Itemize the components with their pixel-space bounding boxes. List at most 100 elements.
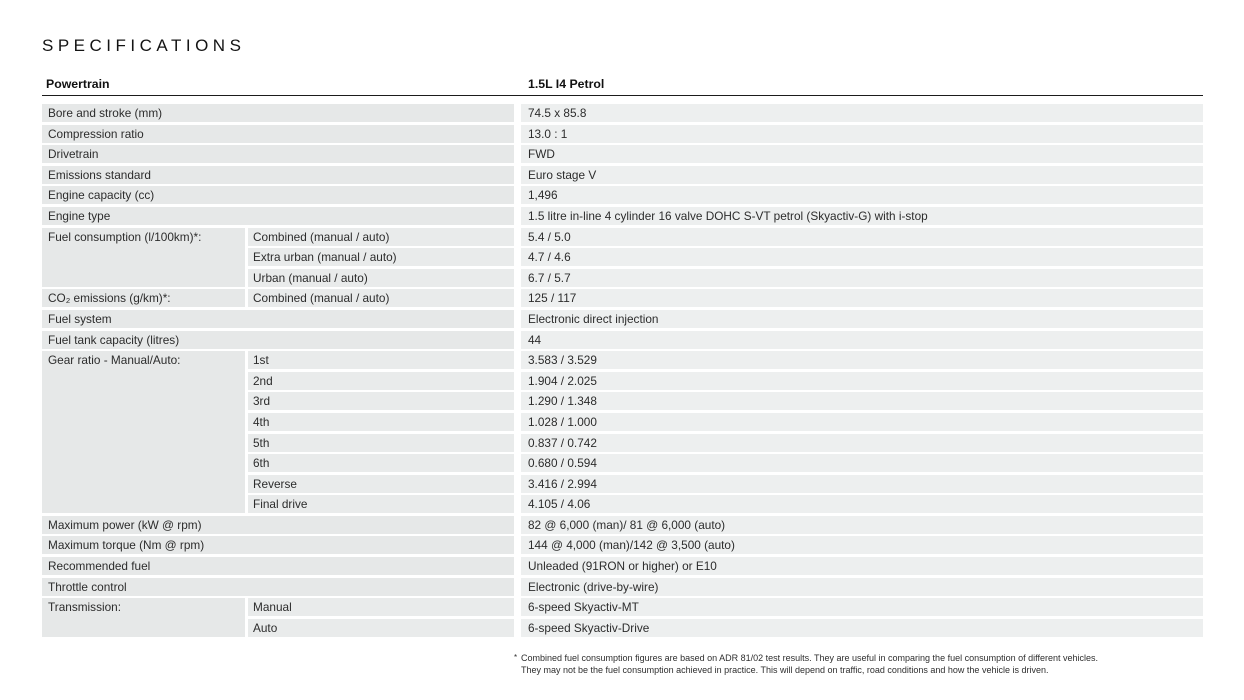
- page-title: SPECIFICATIONS: [42, 36, 246, 55]
- spec-row: Final drive 4.105 / 4.06: [42, 495, 1203, 514]
- spec-row: Urban (manual / auto) 6.7 / 5.7: [42, 268, 1203, 287]
- spec-label-cell: [42, 392, 245, 413]
- spec-sublabel-cell: Reverse: [248, 474, 514, 493]
- spec-label-cell: Engine type: [42, 206, 514, 225]
- spec-value-cell: 6.7 / 5.7: [521, 268, 1203, 287]
- spec-row: 3rd 1.290 / 1.348: [42, 392, 1203, 413]
- spec-sublabel-cell: 2nd: [248, 371, 514, 390]
- spec-row: Throttle control Electronic (drive-by-wir…: [42, 577, 1203, 596]
- spec-sublabel-cell: Auto: [248, 618, 514, 637]
- spec-value-cell: 6-speed Skyactiv-MT: [521, 598, 1203, 617]
- spec-row: 2nd 1.904 / 2.025: [42, 371, 1203, 393]
- spec-label-cell: Fuel tank capacity (litres): [42, 330, 514, 349]
- spec-value-cell: 1.028 / 1.000: [521, 412, 1203, 431]
- spec-row: CO₂ emissions (g/km)*: Combined (manual /…: [42, 289, 1203, 308]
- spec-label-cell: [42, 474, 245, 496]
- spec-value-cell: 1.904 / 2.025: [521, 371, 1203, 390]
- spec-row: 4th 1.028 / 1.000: [42, 412, 1203, 434]
- spec-row: Drivetrain FWD: [42, 145, 1203, 164]
- spec-sublabel-cell: 5th: [248, 433, 514, 452]
- spec-label-cell: Recommended fuel: [42, 557, 514, 576]
- footnote-line-1: * Combined fuel consumption figures are b…: [514, 652, 1179, 665]
- spec-label-cell: [42, 371, 245, 393]
- spec-value-cell: 4.7 / 4.6: [521, 248, 1203, 267]
- spec-value-cell: 0.837 / 0.742: [521, 433, 1203, 452]
- spec-row: Bore and stroke (mm) 74.5 x 85.8: [42, 104, 1203, 122]
- spec-label-cell: Maximum power (kW @ rpm): [42, 515, 514, 534]
- spec-label-cell: Gear ratio - Manual/Auto:: [42, 351, 245, 372]
- footnote-line-2: They may not be the fuel consumption ach…: [521, 664, 1049, 675]
- spec-row: Compression ratio 13.0 : 1: [42, 124, 1203, 143]
- spec-label-cell: [42, 618, 245, 637]
- spec-value-cell: 13.0 : 1: [521, 124, 1203, 143]
- spec-sublabel-cell: Manual: [248, 598, 514, 617]
- spec-sublabel-cell: 3rd: [248, 392, 514, 411]
- spec-label-cell: Fuel system: [42, 309, 514, 328]
- spec-value-cell: 6-speed Skyactiv-Drive: [521, 618, 1203, 637]
- spec-label-cell: CO₂ emissions (g/km)*:: [42, 289, 245, 308]
- spec-label-cell: Engine capacity (cc): [42, 186, 514, 205]
- spec-label-cell: Drivetrain: [42, 145, 514, 164]
- spec-label-cell: [42, 248, 245, 269]
- spec-sublabel-cell: Urban (manual / auto): [248, 268, 514, 287]
- spec-label-cell: [42, 412, 245, 434]
- spec-rows: Bore and stroke (mm) 74.5 x 85.8 Compressi…: [42, 104, 1203, 639]
- spec-row: Engine capacity (cc) 1,496: [42, 186, 1203, 205]
- spec-row: Fuel system Electronic direct injection: [42, 309, 1203, 328]
- spec-value-cell: 44: [521, 330, 1203, 349]
- spec-value-cell: 0.680 / 0.594: [521, 454, 1203, 473]
- spec-row: Emissions standard Euro stage V: [42, 165, 1203, 184]
- spec-value-cell: 5.4 / 5.0: [521, 227, 1203, 246]
- spec-label-cell: Transmission:: [42, 598, 245, 619]
- spec-value-cell: 3.416 / 2.994: [521, 474, 1203, 493]
- spec-value-cell: 1.5 litre in-line 4 cylinder 16 valve DO…: [521, 206, 1203, 225]
- spec-value-cell: 144 @ 4,000 (man)/142 @ 3,500 (auto): [521, 536, 1203, 555]
- spec-value-cell: 3.583 / 3.529: [521, 351, 1203, 370]
- spec-row: Fuel tank capacity (litres) 44: [42, 330, 1203, 349]
- footnote-asterisk: *: [514, 653, 518, 662]
- spec-label-cell: [42, 495, 245, 514]
- spec-row: Gear ratio - Manual/Auto: 1st 3.583 / 3.52…: [42, 351, 1203, 372]
- footnote-text-1: Combined fuel consumption figures are ba…: [521, 653, 1098, 663]
- spec-value-cell: 1,496: [521, 186, 1203, 205]
- spec-row: Auto 6-speed Skyactiv-Drive: [42, 618, 1203, 637]
- spec-label-cell: [42, 433, 245, 455]
- spec-row: Extra urban (manual / auto) 4.7 / 4.6: [42, 248, 1203, 269]
- spec-label-cell: Throttle control: [42, 577, 514, 596]
- spec-label-cell: Emissions standard: [42, 165, 514, 184]
- spec-row: Maximum torque (Nm @ rpm) 144 @ 4,000 (ma…: [42, 536, 1203, 555]
- spec-value-cell: 1.290 / 1.348: [521, 392, 1203, 411]
- spec-value-cell: 82 @ 6,000 (man)/ 81 @ 6,000 (auto): [521, 515, 1203, 534]
- spec-sublabel-cell: 6th: [248, 454, 514, 473]
- spec-label-cell: Bore and stroke (mm): [42, 104, 514, 122]
- spec-sublabel-cell: Final drive: [248, 495, 514, 514]
- spec-row: Recommended fuel Unleaded (91RON or highe…: [42, 557, 1203, 576]
- spec-label-cell: [42, 454, 245, 475]
- spec-row: Reverse 3.416 / 2.994: [42, 474, 1203, 496]
- spec-sublabel-cell: 4th: [248, 412, 514, 431]
- spec-label-cell: Compression ratio: [42, 124, 514, 143]
- spec-label-cell: Fuel consumption (l/100km)*:: [42, 227, 245, 249]
- spec-row: 6th 0.680 / 0.594: [42, 454, 1203, 475]
- spec-row: Fuel consumption (l/100km)*: Combined (ma…: [42, 227, 1203, 249]
- spec-sublabel-cell: Combined (manual / auto): [248, 227, 514, 246]
- spec-value-cell: Unleaded (91RON or higher) or E10: [521, 557, 1203, 576]
- spec-row: Transmission: Manual 6-speed Skyactiv-MT: [42, 598, 1203, 619]
- spec-value-cell: 74.5 x 85.8: [521, 104, 1203, 122]
- spec-label-cell: Maximum torque (Nm @ rpm): [42, 536, 514, 555]
- spec-value-cell: 4.105 / 4.06: [521, 495, 1203, 514]
- spec-value-cell: Electronic direct injection: [521, 309, 1203, 328]
- spec-row: 5th 0.837 / 0.742: [42, 433, 1203, 455]
- table-header: Powertrain 1.5L I4 Petrol: [42, 74, 1203, 96]
- footnote: * Combined fuel consumption figures are b…: [514, 652, 1179, 676]
- spec-sublabel-cell: Combined (manual / auto): [248, 289, 514, 308]
- spec-label-cell: [42, 268, 245, 287]
- spec-value-cell: FWD: [521, 145, 1203, 164]
- spec-sublabel-cell: Extra urban (manual / auto): [248, 248, 514, 267]
- spec-value-cell: Electronic (drive-by-wire): [521, 577, 1203, 596]
- spec-row: Engine type 1.5 litre in-line 4 cylinder …: [42, 206, 1203, 225]
- table-header-group: Powertrain: [46, 77, 110, 91]
- spec-value-cell: 125 / 117: [521, 289, 1203, 308]
- spec-sublabel-cell: 1st: [248, 351, 514, 370]
- table-header-variant: 1.5L I4 Petrol: [528, 77, 605, 91]
